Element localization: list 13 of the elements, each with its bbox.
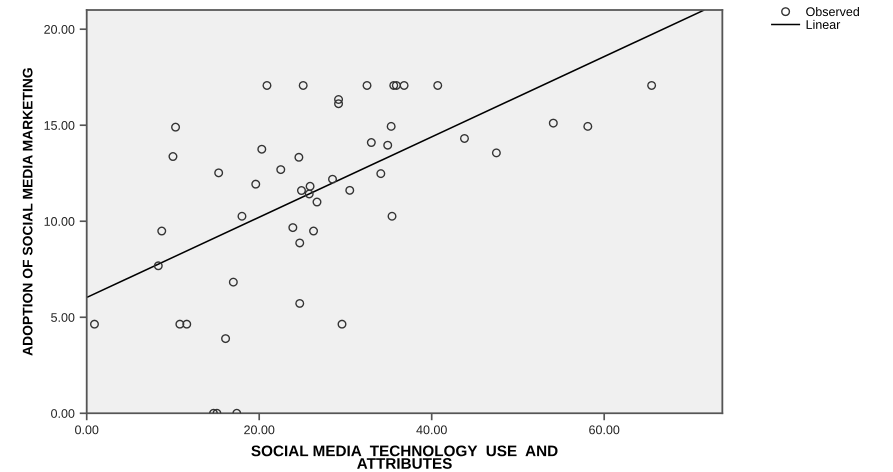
x-tick-label: 60.00 (589, 425, 620, 434)
x-tick-label: 0.00 (75, 425, 98, 434)
y-tick-label: 15.00 (44, 121, 74, 130)
y-tick-label: 20.00 (44, 25, 74, 34)
y-tick-label: 10.00 (44, 217, 74, 226)
y-axis-title: ADOPTION OF SOCIAL MEDIA MARKETING (22, 68, 33, 356)
x-tick-label: 40.00 (416, 425, 447, 434)
x-axis-title: SOCIAL MEDIA TECHNOLOGY USE AND ATTRIBUTES (251, 445, 558, 469)
legend-label: Observed (806, 6, 859, 16)
y-tick-label: 0.00 (51, 409, 74, 418)
x-tick-label: 20.00 (244, 425, 274, 434)
y-tick-label: 5.00 (51, 313, 74, 322)
legend-label: Linear (806, 20, 840, 30)
